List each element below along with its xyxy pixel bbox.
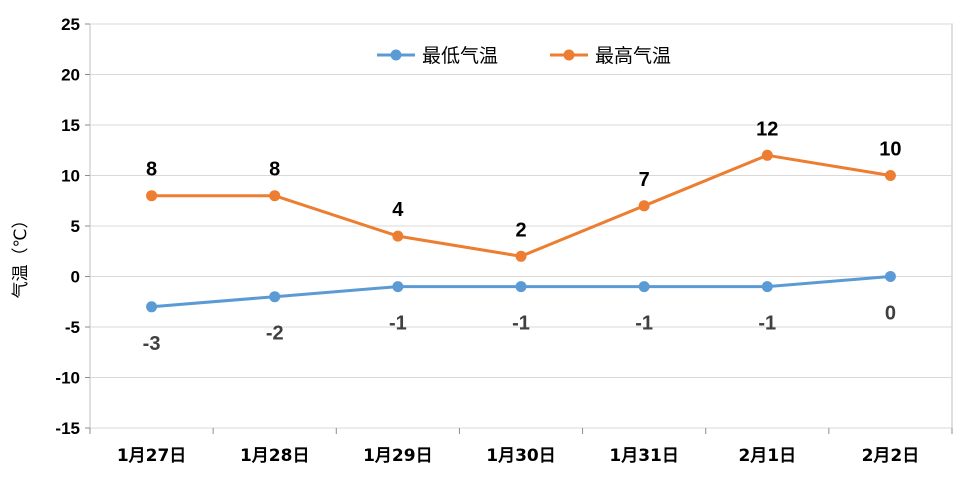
y-tick-label: 25 <box>61 15 80 34</box>
grid-lines <box>89 23 953 429</box>
y-tick-label: 10 <box>61 167 80 186</box>
data-point <box>638 200 650 212</box>
data-point <box>392 281 404 293</box>
y-tick-label: -10 <box>55 369 80 388</box>
legend-label: 最低气温 <box>422 45 498 67</box>
data-point <box>392 230 404 242</box>
legend-marker <box>390 49 402 61</box>
data-label: -1 <box>512 313 530 335</box>
data-label: -2 <box>266 323 284 345</box>
x-tick-label: 1月28日 <box>240 446 310 466</box>
data-label: 12 <box>756 118 778 140</box>
data-point <box>146 301 158 313</box>
data-point <box>884 170 896 181</box>
data-point <box>269 190 281 202</box>
data-label: 10 <box>879 139 901 161</box>
y-tick-label: -15 <box>55 419 80 438</box>
legend-label: 最高气温 <box>595 45 671 67</box>
x-tick-label: 1月31日 <box>609 446 679 466</box>
y-tick-label: 20 <box>61 66 80 85</box>
data-label: 7 <box>639 169 650 191</box>
data-label: 4 <box>392 199 404 221</box>
y-tick-label: -5 <box>65 318 80 337</box>
data-labels: -3 -2 -1 -1 -1 -1 0 8 8 4 2 7 12 10 <box>143 118 902 354</box>
legend-marker <box>563 49 575 61</box>
data-label: 8 <box>146 159 157 181</box>
data-label: -1 <box>758 313 776 335</box>
data-point <box>269 291 281 303</box>
y-tick-label: 15 <box>61 116 80 135</box>
x-tick-label: 2月1日 <box>738 446 796 466</box>
data-label: -1 <box>389 313 407 335</box>
series-lines <box>146 149 896 313</box>
x-tick-label: 1月29日 <box>363 446 433 466</box>
data-label: 0 <box>885 303 896 325</box>
data-point <box>515 250 527 262</box>
data-point <box>638 281 650 293</box>
y-tick-label: 5 <box>71 217 80 236</box>
data-point <box>884 271 896 282</box>
data-point <box>515 281 527 293</box>
y-axis-title: 气温（℃） <box>11 211 31 298</box>
data-label: -1 <box>635 313 653 335</box>
data-point <box>146 190 158 202</box>
data-label: -3 <box>143 333 161 355</box>
y-tick-label: 0 <box>71 268 80 287</box>
data-point <box>761 149 773 161</box>
legend: 最低气温 最高气温 <box>377 45 671 67</box>
data-label: 2 <box>515 219 526 241</box>
data-point <box>761 281 773 293</box>
x-tick-label: 2月2日 <box>862 446 920 466</box>
x-tick-label: 1月27日 <box>117 446 187 466</box>
data-label: 8 <box>269 159 280 181</box>
x-tick-label: 1月30日 <box>486 446 556 466</box>
